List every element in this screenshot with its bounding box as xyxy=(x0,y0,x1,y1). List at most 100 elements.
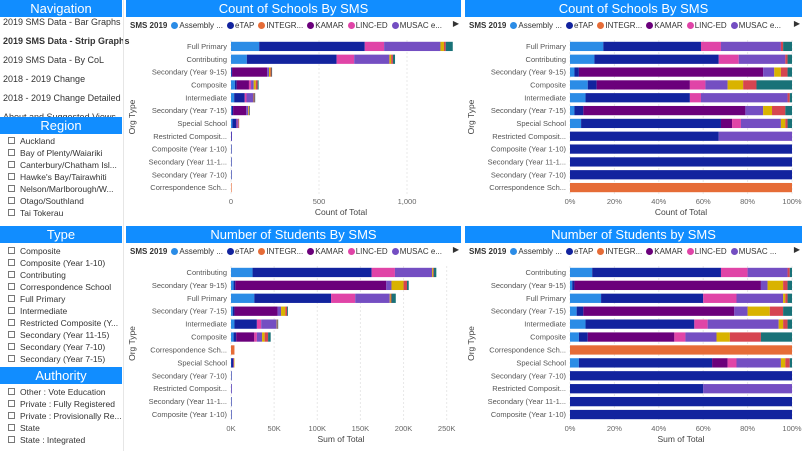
bar-segment[interactable] xyxy=(246,93,254,103)
bar-segment[interactable] xyxy=(780,118,786,129)
bar-segment[interactable] xyxy=(251,80,254,90)
authority-slicer[interactable]: Other : Vote Education Private : Fully Re… xyxy=(0,386,122,448)
bar-segment[interactable] xyxy=(760,280,768,291)
bar-segment[interactable] xyxy=(394,267,433,278)
bar-segment[interactable] xyxy=(570,332,579,342)
bar-segment[interactable] xyxy=(743,80,757,90)
bar-segment[interactable] xyxy=(570,280,573,291)
bar-segment[interactable] xyxy=(231,67,233,77)
bar-segment[interactable] xyxy=(391,54,393,64)
checkbox[interactable] xyxy=(8,259,15,266)
bar-segment[interactable] xyxy=(570,144,792,154)
bar-segment[interactable] xyxy=(587,332,675,342)
bar-segment[interactable] xyxy=(570,170,792,180)
bar-segment[interactable] xyxy=(231,332,234,342)
type-option[interactable]: Composite (Year 1-10) xyxy=(0,257,122,269)
bar-segment[interactable] xyxy=(271,67,273,77)
nav-item[interactable]: 2019 SMS Data - Strip Graphs xyxy=(3,36,130,46)
bar-segment[interactable] xyxy=(785,358,790,368)
bar-segment[interactable] xyxy=(570,409,792,420)
nav-item[interactable]: 2018 - 2019 Change xyxy=(3,74,86,84)
region-option[interactable]: Bay of Plenty/Waiariki xyxy=(0,147,122,159)
bar-segment[interactable] xyxy=(256,319,262,329)
bar-segment[interactable] xyxy=(570,118,582,129)
bar-segment[interactable] xyxy=(432,267,433,278)
bar-segment[interactable] xyxy=(253,93,255,103)
checkbox[interactable] xyxy=(8,185,15,192)
checkbox[interactable] xyxy=(8,436,15,443)
bar-segment[interactable] xyxy=(603,41,701,52)
checkbox[interactable] xyxy=(8,209,15,216)
bar-segment[interactable] xyxy=(355,293,390,303)
bar-segment[interactable] xyxy=(254,293,332,303)
checkbox[interactable] xyxy=(8,343,15,350)
region-option[interactable]: Canterbury/Chatham Isl... xyxy=(0,159,122,171)
bar-segment[interactable] xyxy=(574,105,584,116)
bar-segment[interactable] xyxy=(231,384,232,394)
bar-segment[interactable] xyxy=(570,358,579,368)
bar-segment[interactable] xyxy=(736,358,781,368)
bar-segment[interactable] xyxy=(231,409,232,420)
checkbox[interactable] xyxy=(8,271,15,278)
bar-segment[interactable] xyxy=(392,54,396,64)
type-slicer[interactable]: Composite Composite (Year 1-10) Contributi… xyxy=(0,245,122,365)
legend-scroll-arrow-icon[interactable]: ▶ xyxy=(452,19,459,28)
bar-segment[interactable] xyxy=(389,293,391,303)
bar-segment[interactable] xyxy=(248,80,252,90)
bar-segment[interactable] xyxy=(237,118,239,129)
bar-segment[interactable] xyxy=(236,332,255,342)
bar-segment[interactable] xyxy=(570,396,792,407)
nav-item[interactable]: 2018 - 2019 Change Detailed xyxy=(3,93,121,103)
bar-segment[interactable] xyxy=(785,118,788,129)
checkbox[interactable] xyxy=(8,247,15,254)
bar-segment[interactable] xyxy=(789,358,792,368)
bar-segment[interactable] xyxy=(231,144,232,154)
bar-segment[interactable] xyxy=(763,67,775,77)
bar-segment[interactable] xyxy=(231,157,232,167)
bar-segment[interactable] xyxy=(747,267,788,278)
bar-segment[interactable] xyxy=(707,319,779,329)
bar-segment[interactable] xyxy=(391,280,404,291)
bar-segment[interactable] xyxy=(570,345,792,355)
bar-segment[interactable] xyxy=(705,80,728,90)
authority-option[interactable]: Private : Provisionally Re... xyxy=(0,410,122,422)
bar-segment[interactable] xyxy=(238,118,240,129)
bar-segment[interactable] xyxy=(432,267,434,278)
bar-segment[interactable] xyxy=(756,80,792,90)
bar-segment[interactable] xyxy=(787,280,792,291)
bar-segment[interactable] xyxy=(689,93,701,103)
bar-segment[interactable] xyxy=(596,80,690,90)
bar-segment[interactable] xyxy=(443,41,446,52)
bar-segment[interactable] xyxy=(252,267,372,278)
bar-segment[interactable] xyxy=(231,54,247,64)
bar-segment[interactable] xyxy=(253,80,256,90)
bar-segment[interactable] xyxy=(231,182,232,193)
bar-segment[interactable] xyxy=(570,93,586,103)
bar-segment[interactable] xyxy=(787,293,792,303)
bar-segment[interactable] xyxy=(740,118,781,129)
bar-segment[interactable] xyxy=(783,306,792,316)
bar-segment[interactable] xyxy=(738,54,786,64)
bar-segment[interactable] xyxy=(729,332,761,342)
bar-segment[interactable] xyxy=(601,293,704,303)
bar-segment[interactable] xyxy=(716,332,730,342)
region-slicer[interactable]: Auckland Bay of Plenty/Waiariki Canterbury… xyxy=(0,135,122,219)
bar-segment[interactable] xyxy=(407,280,409,291)
bar-segment[interactable] xyxy=(390,293,392,303)
bar-segment[interactable] xyxy=(570,157,792,167)
bar-segment[interactable] xyxy=(231,396,232,407)
bar-segment[interactable] xyxy=(592,267,721,278)
bar-segment[interactable] xyxy=(787,319,792,329)
bar-segment[interactable] xyxy=(231,293,255,303)
bar-segment[interactable] xyxy=(574,67,579,77)
bar-segment[interactable] xyxy=(572,280,575,291)
bar-segment[interactable] xyxy=(578,332,588,342)
bar-segment[interactable] xyxy=(254,93,256,103)
checkbox[interactable] xyxy=(8,137,15,144)
bar-segment[interactable] xyxy=(570,306,577,316)
bar-segment[interactable] xyxy=(231,131,232,141)
bar-segment[interactable] xyxy=(231,345,235,355)
bar-segment[interactable] xyxy=(255,80,258,90)
bar-segment[interactable] xyxy=(570,80,588,90)
bar-segment[interactable] xyxy=(281,306,286,316)
